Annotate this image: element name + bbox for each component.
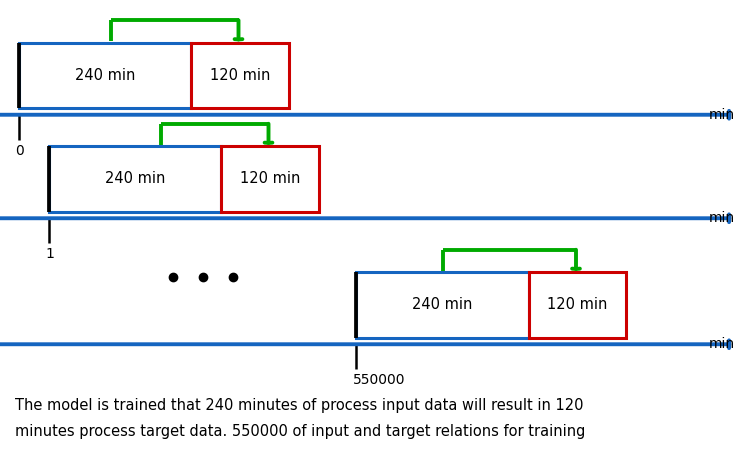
Text: min: min [709, 211, 735, 225]
Text: 240 min: 240 min [75, 68, 135, 83]
Bar [49, 146, 221, 212]
Bar [529, 272, 626, 338]
Text: 120 min: 120 min [240, 171, 300, 186]
Text: 0: 0 [15, 144, 24, 158]
Text: min: min [709, 337, 735, 351]
Text: 120 min: 120 min [548, 297, 608, 312]
Text: 240 min: 240 min [413, 297, 472, 312]
Text: 120 min: 120 min [210, 68, 270, 83]
Bar [191, 43, 289, 108]
Text: The model is trained that 240 minutes of process input data will result in 120: The model is trained that 240 minutes of… [15, 398, 584, 413]
Text: minutes process target data. 550000 of input and target relations for training: minutes process target data. 550000 of i… [15, 424, 585, 439]
Bar [356, 272, 529, 338]
Text: 1: 1 [45, 248, 54, 261]
Bar [221, 146, 319, 212]
Text: min: min [709, 108, 735, 122]
Text: 240 min: 240 min [105, 171, 165, 186]
Bar [19, 43, 191, 108]
Text: 550000: 550000 [352, 374, 405, 387]
